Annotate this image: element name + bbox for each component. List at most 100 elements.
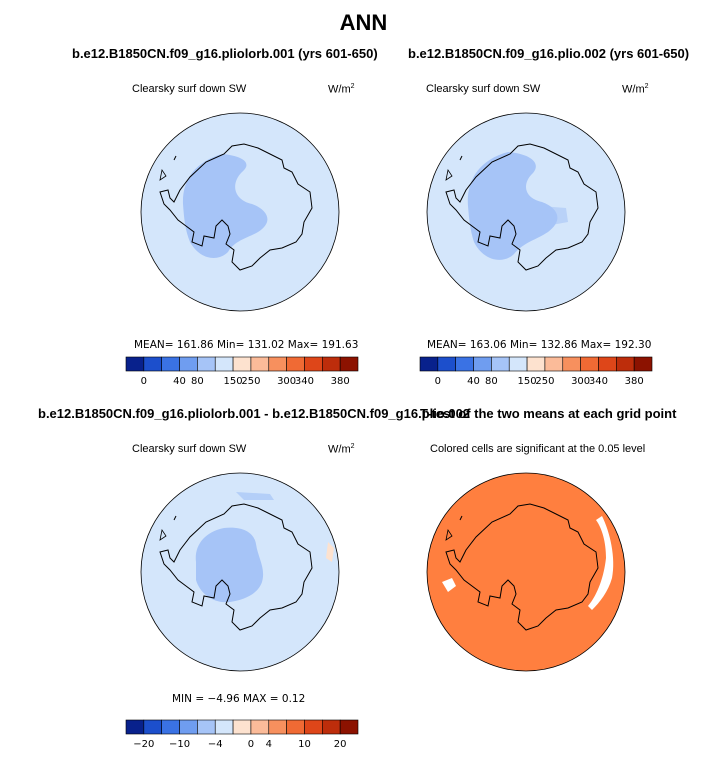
- panel4-title: T-test of the two means at each grid poi…: [420, 406, 677, 421]
- colorbar2-swatch: [580, 356, 599, 372]
- colorbar1-swatch: [304, 356, 323, 372]
- colorbar1-swatch: [339, 356, 359, 372]
- panel1-units: W/m2: [328, 83, 355, 96]
- colorbar1-swatch: [161, 356, 180, 372]
- panel3-variable: Clearsky surf down SW: [132, 443, 247, 455]
- colorbar2-swatch: [562, 356, 581, 372]
- colorbar1-tick-label: 380: [331, 376, 350, 387]
- map2-peninsula-islands: [445, 168, 453, 181]
- figure-title: ANN: [339, 10, 388, 35]
- map3-positive-patch: [326, 542, 334, 562]
- map3-peninsula-islands: [159, 528, 167, 541]
- colorbar1-tick-label: 340: [295, 376, 314, 387]
- colorbar1-tick-label: 40: [173, 376, 186, 387]
- map-panel1: [140, 112, 340, 312]
- colorbar-panel3: −20 −10 −4 0 4 10 20: [125, 719, 359, 750]
- colorbar3-swatch: [322, 719, 341, 735]
- panel1-title: b.e12.B1850CN.f09_g16.pliolorb.001 (yrs …: [72, 46, 378, 61]
- colorbar1-swatch: [143, 356, 162, 372]
- panel4-note: Colored cells are significant at the 0.0…: [430, 443, 646, 455]
- colorbar1-swatch: [286, 356, 305, 372]
- map1-coastline: [159, 143, 313, 271]
- colorbar1-swatch: [125, 356, 145, 372]
- colorbar2-tick-label: 250: [535, 376, 554, 387]
- panel3-title: b.e12.B1850CN.f09_g16.pliolorb.001 - b.e…: [38, 406, 471, 421]
- colorbar2-swatch: [544, 356, 564, 372]
- colorbar1-tick-label: 0: [141, 376, 147, 387]
- colorbar2-swatch: [598, 356, 617, 372]
- colorbar2-swatch: [508, 356, 528, 372]
- colorbar2-tick-label: 0: [435, 376, 441, 387]
- map-panel2: [426, 112, 626, 312]
- map2-east-patch: [540, 206, 568, 226]
- colorbar2-tick-label: 80: [485, 376, 498, 387]
- colorbar2-tick-label: 380: [625, 376, 644, 387]
- colorbar2-swatch: [491, 356, 510, 372]
- colorbar2-swatch: [419, 356, 439, 372]
- colorbar1-swatch: [250, 356, 270, 372]
- colorbar3-swatch: [214, 719, 234, 735]
- colorbar2-tick-label: 40: [467, 376, 480, 387]
- colorbar3-tick-label: −10: [169, 739, 190, 750]
- colorbar2-swatch: [437, 356, 456, 372]
- colorbar1-swatch: [322, 356, 341, 372]
- colorbar1-tick-label: 80: [191, 376, 204, 387]
- colorbar2-swatch: [455, 356, 474, 372]
- colorbar3-tick-label: −4: [208, 739, 223, 750]
- colorbar3-swatch: [250, 719, 270, 735]
- colorbar3-swatch: [143, 719, 162, 735]
- colorbar3-swatch: [125, 719, 145, 735]
- colorbar3-swatch: [179, 719, 198, 735]
- colorbar1-swatch: [268, 356, 287, 372]
- colorbar3-tick-label: 0: [248, 739, 254, 750]
- colorbar1-swatch: [197, 356, 216, 372]
- panel1-stats: MEAN= 161.86 Min= 131.02 Max= 191.63: [134, 339, 359, 351]
- colorbar3-swatch: [197, 719, 216, 735]
- map4-coastline: [445, 503, 599, 631]
- map4-nonsig-east: [588, 516, 614, 610]
- colorbar3-swatch: [232, 719, 252, 735]
- map2-island: [459, 155, 463, 161]
- colorbar2-tick-label: 340: [589, 376, 608, 387]
- colorbar3-swatch: [268, 719, 287, 735]
- map2-coastline: [445, 143, 599, 271]
- map1-island: [173, 155, 177, 161]
- map4-nonsig-west: [442, 578, 456, 592]
- colorbar3-swatch: [161, 719, 180, 735]
- colorbar2-tick-label: 150: [518, 376, 537, 387]
- map4-island: [459, 515, 463, 521]
- colorbar3-tick-label: 20: [334, 739, 347, 750]
- colorbar3-swatch: [304, 719, 323, 735]
- colorbar1-swatch: [214, 356, 234, 372]
- colorbar1-tick-label: 300: [277, 376, 296, 387]
- map3-coastline: [159, 503, 313, 631]
- panel2-stats: MEAN= 163.06 Min= 132.86 Max= 192.30: [427, 339, 652, 351]
- colorbar3-tick-label: −20: [133, 739, 154, 750]
- colorbar1-tick-label: 150: [224, 376, 243, 387]
- panel2-units: W/m2: [622, 83, 649, 96]
- colorbar2-swatch: [473, 356, 492, 372]
- colorbar2-tick-label: 300: [571, 376, 590, 387]
- panel1-variable: Clearsky surf down SW: [132, 83, 247, 95]
- map1-patch: [292, 240, 302, 246]
- colorbar3-swatch: [286, 719, 305, 735]
- colorbar3-tick-label: 10: [298, 739, 311, 750]
- map1-peninsula-islands: [159, 168, 167, 181]
- colorbar1-swatch: [179, 356, 198, 372]
- map1-interior-field: [182, 154, 268, 258]
- panel3-units: W/m2: [328, 443, 355, 456]
- colorbar2-swatch: [616, 356, 635, 372]
- map3-north-patch: [236, 492, 274, 500]
- panel3-stats: MIN = −4.96 MAX = 0.12: [172, 693, 306, 705]
- map4-significant-field: [426, 472, 626, 672]
- colorbar1-tick-label: 250: [241, 376, 260, 387]
- map-panel3: [140, 472, 340, 672]
- colorbar3-tick-label: 4: [266, 739, 272, 750]
- colorbar2-swatch: [526, 356, 546, 372]
- colorbar2-swatch: [633, 356, 653, 372]
- map4-peninsula-islands: [445, 528, 453, 541]
- map3-negative-field: [195, 527, 264, 603]
- colorbar3-swatch: [339, 719, 359, 735]
